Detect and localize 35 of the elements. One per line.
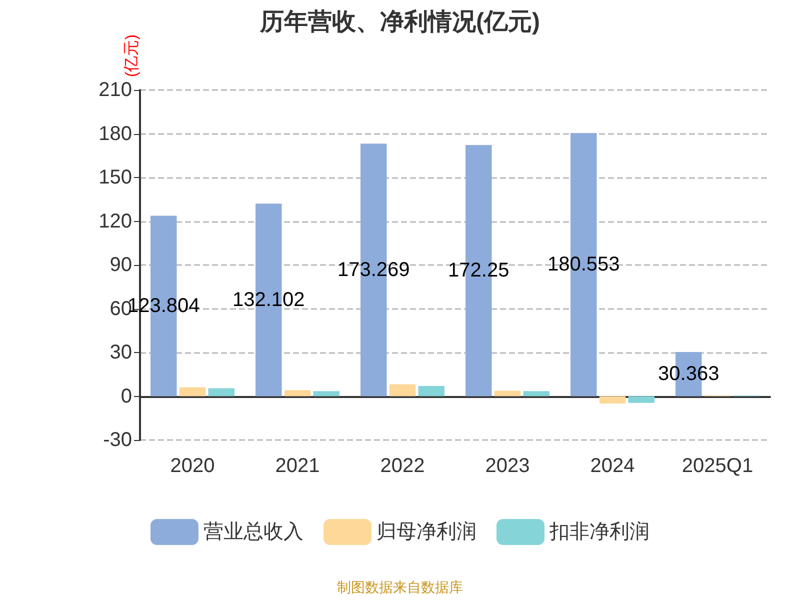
x-tick-label: 2024 xyxy=(590,455,635,477)
bar xyxy=(284,390,311,396)
x-tick-label: 2022 xyxy=(380,455,425,477)
x-tick-label: 2021 xyxy=(275,455,320,477)
y-tick-label: 0 xyxy=(120,385,132,408)
y-tick-label: 90 xyxy=(110,254,132,276)
legend-label: 扣非净利润 xyxy=(548,521,650,543)
bar xyxy=(208,388,234,396)
chart-title: 历年营收、净利情况(亿元) xyxy=(259,8,540,36)
data-label: 30.363 xyxy=(658,363,720,386)
x-tick-label: 2020 xyxy=(170,455,215,477)
legend-label: 归母净利润 xyxy=(376,521,476,543)
y-tick-label: 210 xyxy=(98,79,132,101)
bar xyxy=(494,390,521,396)
legend-label: 营业总收入 xyxy=(204,521,304,543)
bar xyxy=(523,391,550,396)
y-tick-label: -30 xyxy=(103,429,132,451)
x-tick-label: 2023 xyxy=(485,455,530,477)
x-tick-label: 2025Q1 xyxy=(682,455,754,477)
bar xyxy=(599,396,626,404)
data-label: 172.25 xyxy=(448,260,510,282)
y-tick-label: 120 xyxy=(98,210,132,232)
y-axis-title: (亿元) xyxy=(124,34,140,78)
bar xyxy=(389,384,416,396)
y-tick-label: 180 xyxy=(98,122,132,145)
bar xyxy=(313,391,340,396)
y-tick-label: 150 xyxy=(98,166,132,188)
data-label: 180.553 xyxy=(547,254,620,276)
bar xyxy=(179,387,206,396)
data-label: 132.102 xyxy=(232,288,305,311)
bar xyxy=(628,396,654,403)
text: 制图数据来自数据库 xyxy=(337,579,463,595)
data-label: 173.269 xyxy=(337,258,410,281)
y-tick-label: 30 xyxy=(110,342,132,364)
bar xyxy=(418,386,444,396)
